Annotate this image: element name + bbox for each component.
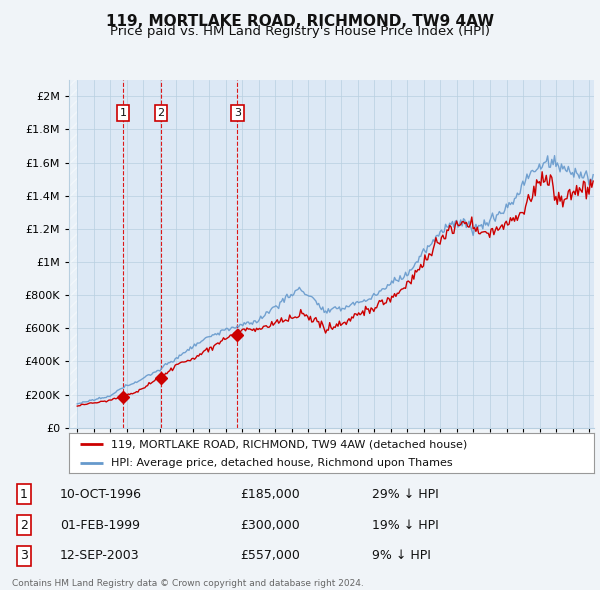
Text: 2: 2 — [20, 519, 28, 532]
Text: 29% ↓ HPI: 29% ↓ HPI — [372, 488, 439, 501]
Text: 1: 1 — [119, 108, 127, 118]
Text: 2: 2 — [158, 108, 164, 118]
Text: £185,000: £185,000 — [240, 488, 300, 501]
Text: 01-FEB-1999: 01-FEB-1999 — [60, 519, 140, 532]
Text: 3: 3 — [234, 108, 241, 118]
Text: 3: 3 — [20, 549, 28, 562]
Text: 19% ↓ HPI: 19% ↓ HPI — [372, 519, 439, 532]
Text: £300,000: £300,000 — [240, 519, 300, 532]
Text: 12-SEP-2003: 12-SEP-2003 — [60, 549, 140, 562]
Text: HPI: Average price, detached house, Richmond upon Thames: HPI: Average price, detached house, Rich… — [111, 458, 452, 468]
Text: Price paid vs. HM Land Registry's House Price Index (HPI): Price paid vs. HM Land Registry's House … — [110, 25, 490, 38]
Text: 10-OCT-1996: 10-OCT-1996 — [60, 488, 142, 501]
Text: 119, MORTLAKE ROAD, RICHMOND, TW9 4AW: 119, MORTLAKE ROAD, RICHMOND, TW9 4AW — [106, 14, 494, 29]
Bar — [69, 80, 77, 428]
Text: 9% ↓ HPI: 9% ↓ HPI — [372, 549, 431, 562]
Text: £557,000: £557,000 — [240, 549, 300, 562]
Text: 1: 1 — [20, 488, 28, 501]
Text: Contains HM Land Registry data © Crown copyright and database right 2024.
This d: Contains HM Land Registry data © Crown c… — [12, 579, 364, 590]
Text: 119, MORTLAKE ROAD, RICHMOND, TW9 4AW (detached house): 119, MORTLAKE ROAD, RICHMOND, TW9 4AW (d… — [111, 440, 467, 450]
